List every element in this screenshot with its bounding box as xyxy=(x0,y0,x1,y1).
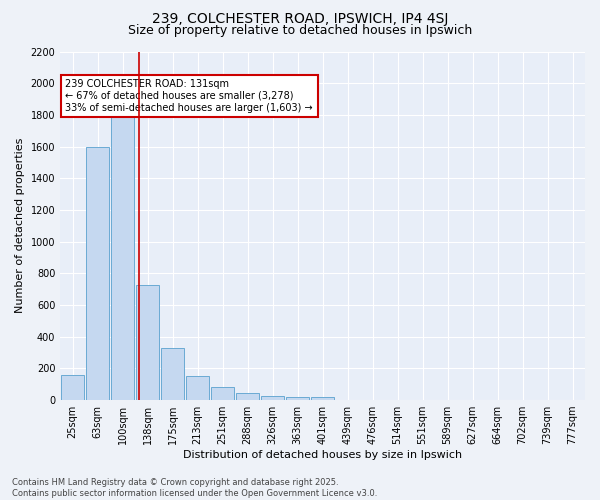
Bar xyxy=(286,397,309,400)
Bar xyxy=(236,393,259,400)
Bar xyxy=(112,115,134,400)
Bar xyxy=(262,396,284,400)
X-axis label: Distribution of detached houses by size in Ipswich: Distribution of detached houses by size … xyxy=(183,450,462,460)
Bar xyxy=(86,146,109,400)
Bar xyxy=(211,388,234,400)
Bar xyxy=(61,374,84,400)
Text: Contains HM Land Registry data © Crown copyright and database right 2025.
Contai: Contains HM Land Registry data © Crown c… xyxy=(12,478,377,498)
Bar xyxy=(136,285,159,400)
Y-axis label: Number of detached properties: Number of detached properties xyxy=(15,138,25,314)
Bar xyxy=(161,348,184,400)
Text: 239 COLCHESTER ROAD: 131sqm
← 67% of detached houses are smaller (3,278)
33% of : 239 COLCHESTER ROAD: 131sqm ← 67% of det… xyxy=(65,80,313,112)
Bar xyxy=(187,376,209,400)
Text: Size of property relative to detached houses in Ipswich: Size of property relative to detached ho… xyxy=(128,24,472,37)
Bar xyxy=(311,397,334,400)
Text: 239, COLCHESTER ROAD, IPSWICH, IP4 4SJ: 239, COLCHESTER ROAD, IPSWICH, IP4 4SJ xyxy=(152,12,448,26)
